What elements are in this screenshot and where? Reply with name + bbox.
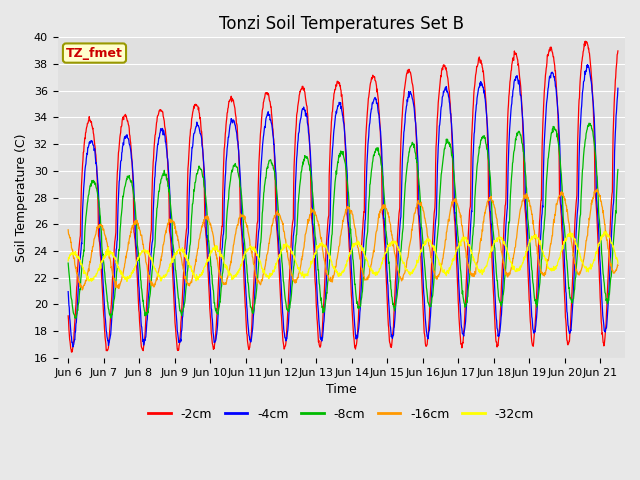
-16cm [223,275,231,281]
-8cm [173,288,181,294]
-8cm [481,135,488,141]
-4cm [173,329,181,335]
-32cm [273,259,281,264]
-32cm [65,258,72,264]
-4cm [223,145,231,151]
-2cm [582,38,589,44]
-16cm [593,186,601,192]
-8cm [614,167,621,172]
Legend: -2cm, -4cm, -8cm, -16cm, -32cm: -2cm, -4cm, -8cm, -16cm, -32cm [143,403,540,425]
X-axis label: Time: Time [326,383,356,396]
Line: -8cm: -8cm [68,123,618,318]
-2cm [541,72,549,78]
-8cm [72,315,80,321]
-32cm [541,258,549,264]
-16cm [78,287,86,293]
Title: Tonzi Soil Temperatures Set B: Tonzi Soil Temperatures Set B [219,15,464,33]
-8cm [65,260,72,266]
-2cm [223,110,231,116]
-32cm [481,265,488,271]
-4cm [163,155,171,160]
-16cm [173,233,181,239]
-4cm [65,289,72,295]
-32cm [123,278,131,284]
-4cm [69,344,77,350]
-16cm [481,213,488,218]
-32cm [223,267,231,273]
-2cm [273,229,281,235]
-2cm [68,349,76,355]
-2cm [163,150,171,156]
-4cm [541,117,549,122]
-8cm [585,120,593,126]
Y-axis label: Soil Temperature (C): Soil Temperature (C) [15,133,28,262]
-4cm [481,91,488,96]
-16cm [65,227,72,233]
-32cm [600,229,608,235]
-16cm [273,210,281,216]
-2cm [65,313,72,319]
-2cm [173,348,181,353]
-32cm [173,248,181,253]
Line: -32cm: -32cm [68,232,618,281]
-16cm [541,271,549,277]
-32cm [163,269,171,275]
-16cm [163,223,171,229]
Line: -16cm: -16cm [68,189,618,290]
-16cm [614,263,621,268]
-2cm [481,80,488,86]
-32cm [614,260,621,266]
Text: TZ_fmet: TZ_fmet [66,47,123,60]
-8cm [163,178,171,184]
-8cm [273,192,281,198]
Line: -2cm: -2cm [68,41,618,352]
-4cm [273,216,281,221]
-4cm [614,85,621,91]
-4cm [584,62,591,68]
-2cm [614,48,621,54]
-8cm [223,209,231,215]
Line: -4cm: -4cm [68,65,618,347]
-8cm [541,202,549,207]
